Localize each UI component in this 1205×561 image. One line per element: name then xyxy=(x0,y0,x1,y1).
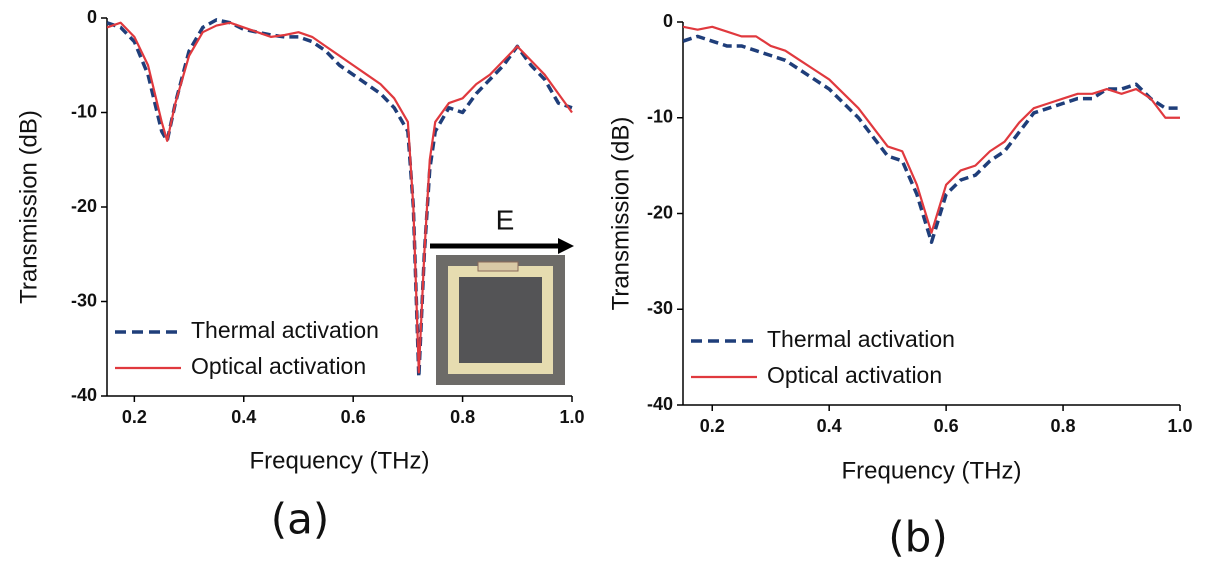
x-tick-label: 0.8 xyxy=(450,407,475,427)
x-tick-label: 1.0 xyxy=(559,407,584,427)
y-tick-label: -40 xyxy=(71,385,97,405)
y-tick-label: -30 xyxy=(647,298,673,318)
inset-gap xyxy=(477,261,519,272)
y-tick-label: -30 xyxy=(71,290,97,310)
x-axis-title: Frequency (THz) xyxy=(841,457,1021,484)
y-axis-title: Transmission (dB) xyxy=(607,117,634,311)
legend-label: Optical activation xyxy=(191,353,366,379)
x-tick-label: 0.4 xyxy=(817,416,842,436)
e-arrow-head xyxy=(558,238,574,254)
series-line xyxy=(683,34,1180,244)
panel-caption: (b) xyxy=(888,513,947,561)
y-tick-label: -10 xyxy=(647,107,673,127)
series-line xyxy=(683,25,1180,234)
chart-panel: 0 -10 -20 -30 -40 0.2 0.4 0.6 0.8 1.0 Thermal acti… xyxy=(15,7,584,544)
series-line xyxy=(107,18,573,379)
x-tick-label: 0.2 xyxy=(122,407,147,427)
y-tick-label: -20 xyxy=(71,196,97,216)
x-tick-label: 0.6 xyxy=(934,416,959,436)
y-tick-label: -10 xyxy=(71,101,97,121)
inset-patch xyxy=(459,277,542,363)
y-tick-label: -20 xyxy=(647,202,673,222)
x-tick-label: 0.2 xyxy=(700,416,725,436)
legend-label: Optical activation xyxy=(767,362,942,388)
x-tick-label: 0.6 xyxy=(341,407,366,427)
y-tick-label: 0 xyxy=(663,11,673,31)
x-tick-label: 0.8 xyxy=(1051,416,1076,436)
chart-panel: 0 -10 -20 -30 -40 0.2 0.4 0.6 0.8 1.0 Thermal acti… xyxy=(607,11,1192,561)
legend-label: Thermal activation xyxy=(767,326,955,352)
y-tick-label: 0 xyxy=(87,7,97,27)
x-tick-label: 1.0 xyxy=(1167,416,1192,436)
x-axis-title: Frequency (THz) xyxy=(249,447,429,474)
inset xyxy=(430,238,574,385)
y-tick-label: -40 xyxy=(647,394,673,414)
panel-caption: (a) xyxy=(271,495,330,544)
y-axis-title: Transmission (dB) xyxy=(15,110,42,304)
legend-label: Thermal activation xyxy=(191,317,379,343)
field-label: E xyxy=(496,204,515,235)
series-line xyxy=(107,21,573,374)
x-tick-label: 0.4 xyxy=(231,407,256,427)
